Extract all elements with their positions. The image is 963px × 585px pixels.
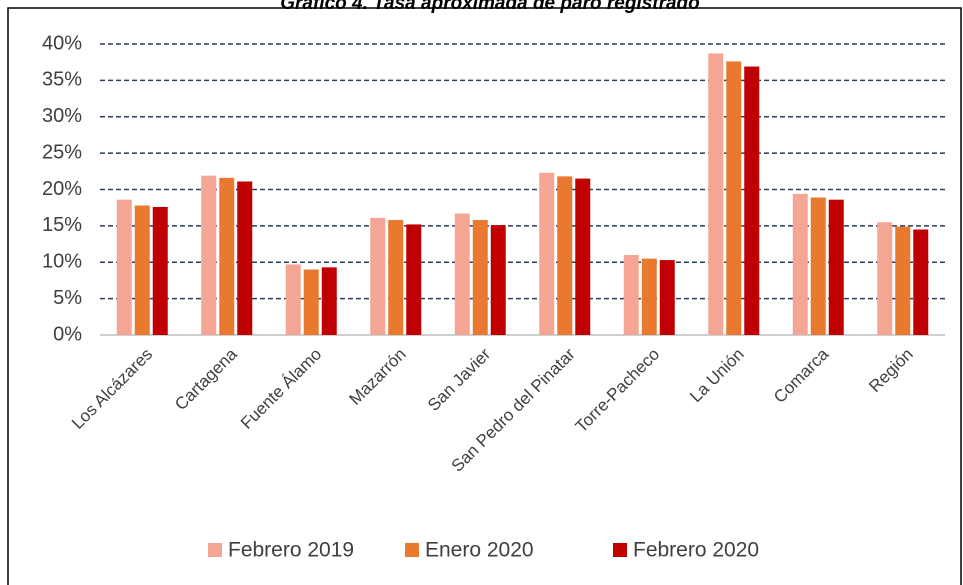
chart-border [7,7,962,585]
bar [370,217,386,335]
bar [472,220,488,335]
y-tick-label: 5% [53,287,82,309]
bar [454,213,470,335]
x-tick-label: San Javier [424,344,494,414]
y-tick-label: 25% [42,141,82,163]
bar [285,264,301,335]
bar [623,254,639,335]
y-tick-label: 40% [42,32,82,54]
x-tick-label: Región [865,345,917,397]
bar [659,260,675,335]
legend-label: Febrero 2020 [633,539,759,562]
x-tick-label: Cartagena [171,344,241,414]
bar [201,175,217,335]
y-tick-label: 15% [42,214,82,236]
bar [708,53,724,336]
bar [219,177,235,335]
bar [237,181,253,335]
bar [539,172,555,335]
bar [575,178,591,335]
bar [792,193,808,335]
bar [641,258,657,335]
bar [116,199,132,335]
x-tick-label: La Unión [686,345,748,407]
chart-title: Gráfico 4. Tasa aproximada de paro regis… [280,0,700,14]
bar [388,220,404,335]
bar [877,222,893,335]
bar [134,205,150,335]
legend-swatch [208,543,222,557]
bar [490,225,506,335]
bar [810,197,826,335]
bar [828,199,844,335]
y-tick-label: 30% [42,105,82,127]
y-tick-label: 20% [42,178,82,200]
bar [913,229,929,335]
bar [744,66,760,336]
x-tick-label: Torre-Pacheco [572,345,664,437]
bar [321,267,337,335]
bar [726,61,742,336]
bar [406,224,422,335]
bar [303,269,319,335]
legend-label: Febrero 2019 [228,539,354,562]
bar [557,176,573,335]
y-tick-label: 0% [53,323,82,345]
y-tick-label: 35% [42,69,82,91]
legend-swatch [613,543,627,557]
bar [895,226,911,335]
bar [152,206,168,335]
x-tick-label: Los Alcázares [68,345,156,433]
y-tick-label: 10% [42,251,82,273]
x-tick-label: Mazarrón [346,345,410,409]
x-tick-label: Comarca [770,344,833,407]
x-tick-label: Fuente Álamo [237,345,325,433]
legend-swatch [405,543,419,557]
legend-label: Enero 2020 [425,539,534,562]
